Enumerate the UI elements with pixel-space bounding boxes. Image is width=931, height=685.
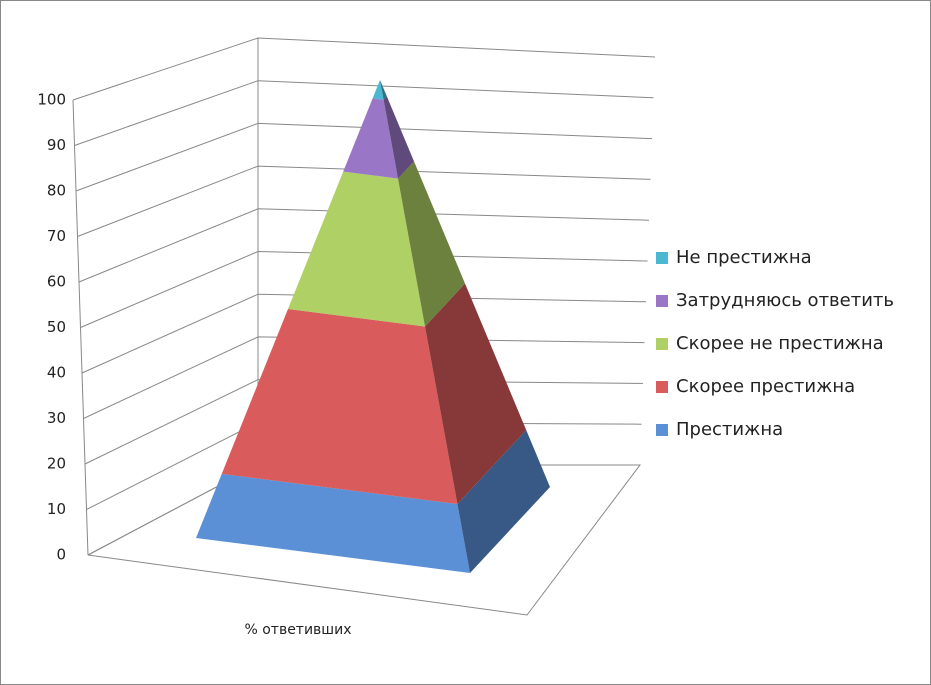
y-axis — [72, 99, 89, 556]
legend-swatch — [656, 381, 668, 393]
y-tick-label: 20 — [47, 455, 66, 473]
legend-swatch — [656, 252, 668, 264]
pyramid-segment — [343, 96, 414, 179]
pyramid-segment — [221, 283, 527, 504]
y-tick-label: 70 — [47, 227, 66, 245]
pyramid-segment — [288, 161, 465, 327]
legend-label: Скорее не престижна — [676, 333, 884, 354]
y-tick-label: 100 — [37, 91, 66, 109]
y-tick-label: 40 — [47, 364, 66, 382]
segment-front — [372, 80, 384, 100]
pyramid-segment — [196, 430, 550, 573]
segment-front — [288, 171, 425, 327]
y-tick-label: 80 — [47, 182, 66, 200]
legend-swatch — [656, 295, 668, 307]
y-tick-label: 10 — [47, 500, 66, 518]
y-tick-label: 50 — [47, 318, 66, 336]
legend-swatch — [656, 424, 668, 436]
segment-side — [383, 96, 414, 179]
x-tick-label: % ответивших — [244, 622, 351, 638]
y-tick-label: 60 — [47, 273, 66, 291]
segment-front — [343, 98, 398, 179]
pyramid-segment — [372, 80, 387, 100]
segment-side — [457, 430, 550, 573]
legend-label: Престижна — [676, 419, 783, 440]
legend-label: Не престижна — [676, 247, 812, 268]
segment-front — [221, 309, 458, 504]
segment-side — [425, 283, 527, 504]
legend-label: Затрудняюсь ответить — [676, 290, 894, 311]
legend-label: Скорее престижна — [676, 376, 855, 397]
segment-side — [380, 80, 387, 100]
y-tick-label: 0 — [56, 546, 66, 564]
segment-front — [196, 473, 470, 573]
legend-swatch — [656, 338, 668, 350]
y-tick-label: 90 — [47, 136, 66, 154]
y-tick-label: 30 — [47, 409, 66, 427]
segment-side — [398, 161, 465, 327]
